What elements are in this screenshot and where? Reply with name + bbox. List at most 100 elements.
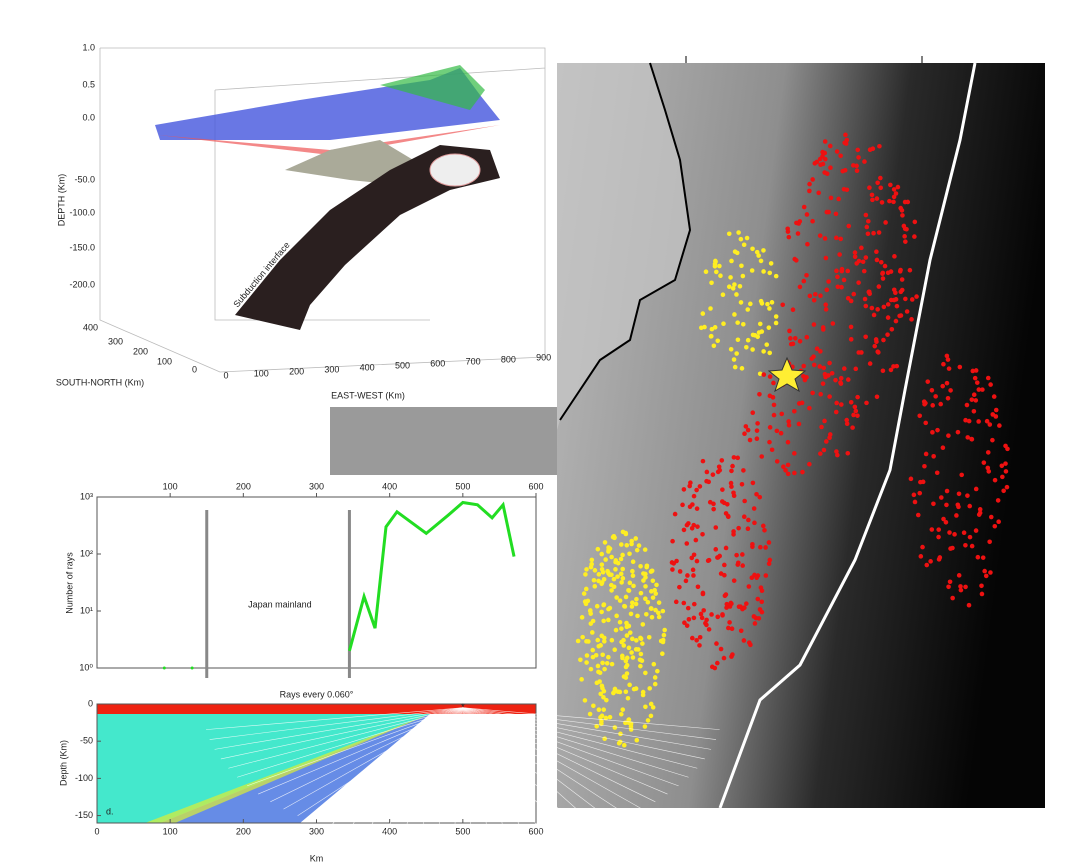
epicenter	[661, 632, 667, 638]
epicenter	[904, 309, 910, 314]
epicenter	[850, 425, 855, 430]
epicenter	[771, 402, 777, 408]
epicenter	[866, 218, 871, 224]
epicenter	[613, 567, 618, 572]
epicenter	[725, 513, 731, 519]
epicenter	[754, 491, 759, 497]
x-tick-label: 400	[382, 481, 397, 491]
epicenter	[880, 368, 886, 374]
epicenter	[624, 542, 630, 548]
epicenter	[947, 530, 952, 535]
epicenter	[691, 615, 697, 621]
epicenter	[792, 336, 798, 341]
epicenter	[867, 361, 873, 366]
epicenter	[844, 187, 850, 193]
epicenter	[827, 394, 832, 399]
epicenter	[931, 454, 936, 459]
epicenter	[766, 325, 772, 330]
epicenter	[625, 695, 631, 701]
epicenter	[936, 534, 941, 540]
x-tick-label: 200	[236, 826, 251, 836]
epicenter	[914, 294, 919, 299]
epicenter	[996, 519, 1001, 525]
epicenter	[948, 546, 953, 551]
epicenter	[756, 253, 761, 258]
epicenter	[609, 572, 614, 578]
epicenter	[752, 332, 758, 338]
epicenter	[626, 645, 632, 651]
y-tick-label: -100	[75, 773, 93, 783]
epicenter	[912, 219, 918, 225]
epicenter	[705, 558, 711, 564]
y-tick-label: 0	[88, 698, 93, 708]
data-line	[347, 500, 516, 652]
epicenter	[944, 353, 950, 359]
epicenter	[954, 513, 959, 518]
epicenter	[980, 387, 985, 392]
epicenter	[875, 349, 881, 355]
epicenter	[649, 614, 655, 620]
ray-zone-red	[97, 704, 536, 714]
epicenter	[729, 258, 734, 264]
epicenter	[730, 286, 736, 291]
ray-path	[462, 707, 565, 837]
epicenter	[652, 587, 658, 593]
epicenter	[578, 657, 583, 663]
epicenter	[797, 338, 803, 344]
epicenter	[588, 666, 594, 672]
epicenter	[767, 425, 773, 430]
sn-tick-label: 400	[83, 322, 98, 332]
epicenter	[948, 388, 953, 393]
ray-path	[462, 707, 689, 778]
epicenter	[740, 552, 745, 557]
ray-path	[328, 707, 464, 828]
y-tick-label: -50	[80, 736, 93, 746]
epicenter	[833, 377, 838, 383]
epicenter	[642, 724, 648, 729]
epicenter	[603, 715, 609, 721]
ray-path	[462, 707, 547, 841]
epicenter	[636, 543, 642, 548]
epicenter	[909, 317, 914, 322]
epicenter	[943, 519, 949, 525]
epicenter	[730, 652, 735, 657]
epicenter	[769, 300, 775, 305]
ray-path	[462, 707, 705, 760]
epicenter	[826, 279, 831, 284]
ray-path	[462, 707, 614, 823]
epicenter	[863, 303, 869, 309]
epicenter	[703, 620, 708, 626]
ray-path	[415, 707, 464, 846]
epicenter	[866, 289, 872, 295]
epicenter	[755, 596, 761, 602]
epicenter	[838, 153, 843, 159]
epicenter	[820, 381, 826, 386]
epicenter	[878, 260, 884, 265]
epicenter	[844, 421, 850, 427]
epicenter	[708, 306, 713, 311]
epicenter	[634, 547, 640, 553]
epicenter	[583, 572, 588, 577]
sn-tick-label: 0	[192, 364, 197, 374]
depth-tick-label: -200.0	[69, 279, 95, 289]
epicenter	[786, 419, 791, 424]
epicenter	[988, 570, 993, 575]
epicenter	[824, 287, 830, 293]
epicenter	[584, 653, 590, 658]
epicenter	[630, 636, 635, 642]
epicenter	[741, 514, 747, 520]
sn-axis-label: SOUTH-NORTH (Km)	[56, 377, 144, 387]
epicenter	[599, 566, 605, 572]
epicenter	[956, 491, 962, 497]
epicenter	[977, 507, 983, 512]
epicenter	[893, 191, 899, 196]
epicenter	[843, 141, 849, 146]
epicenter	[708, 333, 714, 339]
epicenter	[689, 555, 695, 561]
ray-path	[462, 707, 492, 847]
epicenter	[823, 302, 829, 308]
epicenter	[976, 419, 981, 424]
epicenter	[712, 665, 718, 671]
epicenter	[811, 362, 817, 368]
epicenter	[653, 591, 659, 596]
